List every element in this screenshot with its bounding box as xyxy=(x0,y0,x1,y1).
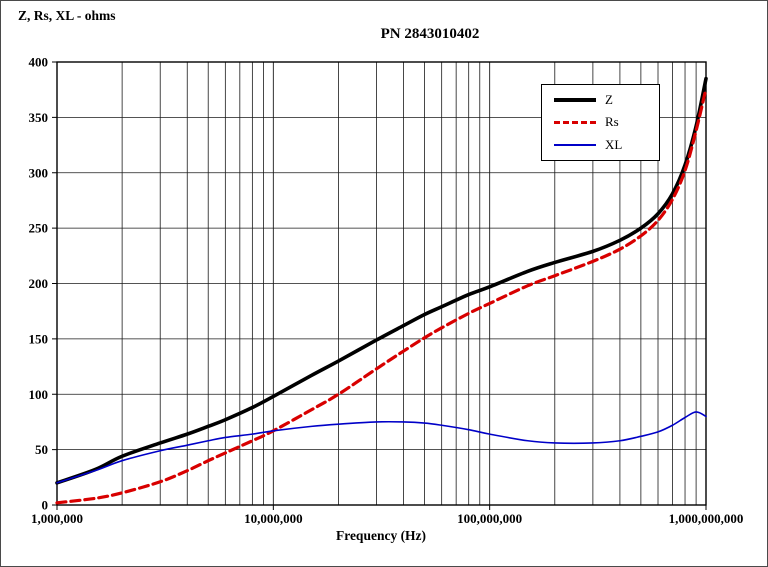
x-tick-label: 1,000,000,000 xyxy=(669,511,744,526)
legend-swatch-rs xyxy=(554,120,596,124)
y-tick-label: 300 xyxy=(29,165,49,180)
y-tick-label: 400 xyxy=(29,55,49,70)
x-tick-label: 10,000,000 xyxy=(244,511,303,526)
plot-border xyxy=(56,61,707,506)
y-tick-label: 350 xyxy=(29,110,49,125)
legend-label-rs: Rs xyxy=(605,114,619,130)
legend-item: Z xyxy=(554,92,659,108)
y-tick-label: 150 xyxy=(29,331,49,346)
legend-swatch-xl xyxy=(554,143,596,146)
series-path-z xyxy=(55,76,708,485)
chart-title: PN 2843010402 xyxy=(380,26,480,42)
y-tick-label: 100 xyxy=(29,387,49,402)
series-path-xl xyxy=(56,411,707,484)
y-tick-label: 250 xyxy=(29,221,49,236)
legend: Z Rs XL xyxy=(541,84,660,161)
x-tick-label: 1,000,000 xyxy=(31,511,83,526)
y-tick-label: 50 xyxy=(35,442,48,457)
legend-swatch-z xyxy=(554,98,596,103)
y-tick-label: 200 xyxy=(29,276,49,291)
legend-label-xl: XL xyxy=(605,136,623,152)
legend-item: XL xyxy=(554,137,659,153)
y-axis-title: Z, Rs, XL - ohms xyxy=(18,8,116,23)
x-axis-title: Frequency (Hz) xyxy=(335,528,427,543)
x-tick-label: 100,000,000 xyxy=(457,511,522,526)
y-tick-label: 0 xyxy=(42,498,49,513)
legend-label-z: Z xyxy=(605,92,613,108)
series-path-rs xyxy=(55,86,708,505)
legend-item: Rs xyxy=(554,114,659,130)
